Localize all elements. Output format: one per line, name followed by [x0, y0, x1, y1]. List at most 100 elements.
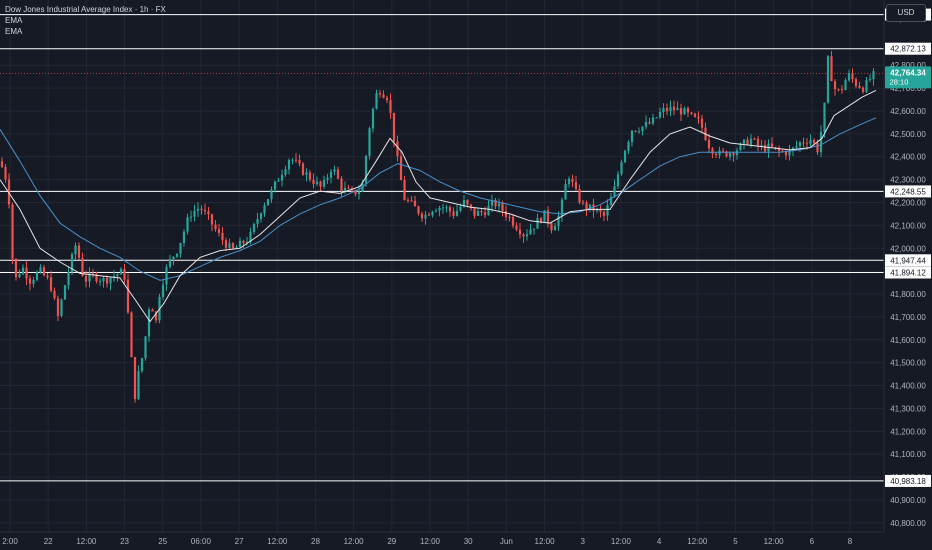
- level-label-box: [885, 42, 931, 55]
- chart-legend: Dow Jones Industrial Average Index · 1h …: [5, 4, 166, 37]
- candle-body: [403, 180, 406, 201]
- candle-body: [872, 71, 875, 80]
- candle-body: [466, 199, 469, 205]
- y-tick-label: 41,300.00: [890, 404, 926, 413]
- x-tick-label: 6: [810, 537, 815, 546]
- candle-body: [669, 106, 672, 112]
- candle-body: [312, 179, 315, 185]
- candle-body: [774, 146, 777, 148]
- candle-body: [109, 277, 112, 284]
- candle-body: [522, 234, 525, 237]
- candle-body: [368, 128, 371, 156]
- candle-body: [88, 273, 91, 282]
- level-label-box: [885, 254, 931, 267]
- level-label: 41,947.44: [890, 256, 926, 265]
- candle-body: [67, 271, 70, 286]
- candle-body: [840, 89, 844, 91]
- y-tick-label: 41,400.00: [890, 382, 926, 391]
- indicator-ema-1[interactable]: EMA: [5, 16, 23, 25]
- candle-body: [417, 206, 420, 214]
- candle-body: [809, 140, 812, 144]
- candle-body: [760, 145, 763, 147]
- candle-body: [154, 311, 158, 321]
- candle-body: [777, 147, 781, 151]
- candle-body: [431, 211, 434, 216]
- candle-body: [567, 178, 571, 185]
- candle-body: [770, 143, 774, 147]
- candle-body: [126, 279, 130, 313]
- candle-body: [462, 199, 466, 207]
- candle-body: [686, 108, 690, 113]
- candle-body: [186, 217, 189, 232]
- candle-body: [98, 281, 102, 283]
- x-tick-label: 06:00: [191, 537, 212, 546]
- candle-body: [179, 242, 182, 254]
- candle-body: [791, 147, 795, 151]
- candle-body: [637, 131, 641, 133]
- candle-body: [39, 267, 42, 273]
- candle-body: [382, 94, 385, 98]
- candle-body: [4, 167, 7, 180]
- y-tick-label: 41,500.00: [890, 359, 926, 368]
- candle-body: [487, 205, 490, 216]
- horizontal-levels: [0, 14, 884, 482]
- ema-lines: [0, 89, 877, 323]
- candle-body: [865, 80, 868, 92]
- candle-body: [690, 112, 693, 114]
- candle-body: [361, 183, 364, 192]
- candle-body: [553, 226, 557, 231]
- candle-body: [641, 126, 644, 132]
- candle-body: [284, 169, 287, 175]
- currency-button[interactable]: USD: [886, 4, 926, 22]
- candle-body: [207, 211, 210, 215]
- candle-body: [49, 277, 53, 291]
- candle-body: [14, 258, 18, 278]
- candle-body: [333, 169, 336, 172]
- candle-body: [375, 93, 378, 109]
- candle-body: [599, 209, 602, 212]
- candle-body: [165, 266, 168, 285]
- x-tick-label: 12:00: [420, 537, 441, 546]
- candle-body: [259, 213, 263, 219]
- level-label: 41,894.12: [890, 268, 926, 277]
- ema-slow-line: [0, 117, 877, 281]
- x-tick-label: 30: [464, 537, 473, 546]
- candle-body: [707, 139, 711, 149]
- candle-body: [238, 240, 242, 248]
- candle-body: [28, 278, 32, 284]
- candle-body: [42, 267, 46, 276]
- x-tick-label: 27: [235, 537, 244, 546]
- y-tick-label: 41,200.00: [890, 427, 926, 436]
- time-axis[interactable]: 2:00 22 12:00 23 25 06:00 27 12:00 28 12:00 29 12:0…: [0, 531, 884, 550]
- candle-body: [235, 247, 238, 249]
- candle-body: [571, 178, 574, 182]
- candle-body: [378, 93, 382, 95]
- candle-body: [63, 285, 67, 300]
- candle-body: [242, 240, 245, 244]
- x-tick-label: 12:00: [76, 537, 97, 546]
- candle-body: [385, 97, 389, 101]
- candle-body: [609, 196, 613, 206]
- candle-body: [627, 141, 630, 151]
- candle-body: [273, 181, 277, 190]
- candle-body: [655, 117, 658, 119]
- candle-body: [315, 181, 319, 185]
- indicator-ema-2[interactable]: EMA: [5, 27, 23, 36]
- symbol-title[interactable]: Dow Jones Industrial Average Index · 1h …: [5, 5, 166, 14]
- level-label-box: [885, 266, 931, 279]
- level-label: 42,872.13: [890, 45, 926, 54]
- candle-body: [557, 215, 560, 227]
- candle-body: [574, 181, 578, 190]
- candle-body: [798, 142, 802, 147]
- candle-body: [196, 208, 200, 211]
- candle-body: [662, 107, 665, 113]
- price-axis[interactable]: 40,800.0040,900.0041,000.0041,100.0041,2…: [883, 0, 932, 550]
- candle-body: [868, 79, 872, 81]
- candle-body: [119, 268, 123, 275]
- candle-body: [532, 228, 536, 230]
- candle-body: [494, 200, 497, 207]
- candle-body: [504, 211, 508, 217]
- candle-body: [175, 253, 179, 257]
